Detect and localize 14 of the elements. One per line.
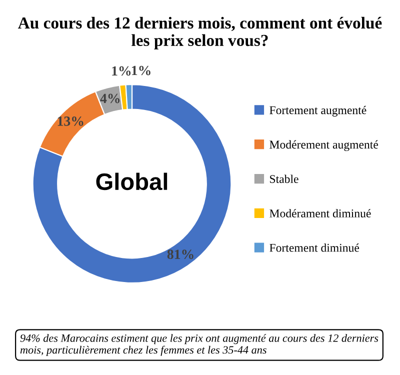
- legend-label: Stable: [270, 174, 298, 184]
- legend-label: Fortement augmenté: [270, 106, 366, 117]
- legend-label: Fortement diminué: [270, 243, 360, 252]
- data-label: 1%: [112, 66, 131, 76]
- data-label: 13%: [58, 116, 84, 126]
- text: Global: [96, 172, 168, 190]
- data-label: 1%: [132, 66, 150, 76]
- legend-label: Modérement augmenté: [270, 140, 378, 152]
- data-label: 81%: [167, 250, 194, 260]
- text: 94% des Marocains estiment que les prix ont augmenté au cours des 12 derniers mois, particulièrement chez les femmes et les 35-44 ans: [20, 334, 378, 356]
- donut-slice: [32, 84, 232, 284]
- chart-title: Au cours des 12 derniers mois, comment ont évolué les prix selon vous?: [18, 16, 382, 50]
- data-label: 4%: [100, 94, 120, 104]
- legend-label: Modérament diminué: [270, 209, 371, 218]
